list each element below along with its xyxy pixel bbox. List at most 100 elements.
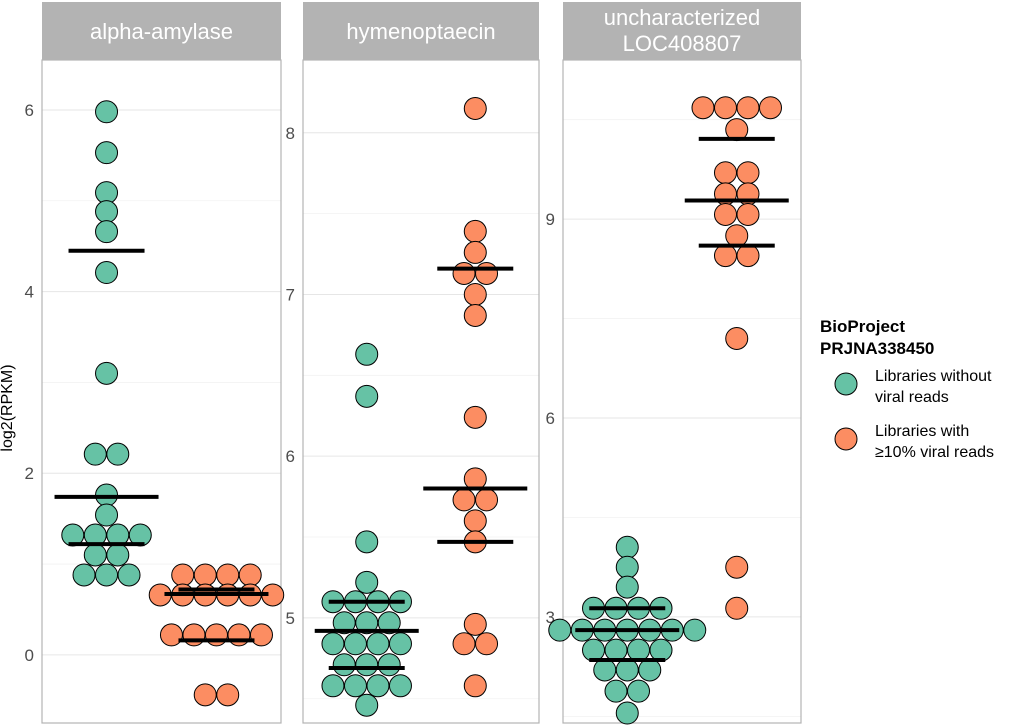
y-tick-label: 6 [546, 409, 555, 428]
legend-key-with [834, 427, 858, 451]
panel-border [562, 59, 802, 724]
data-point [736, 96, 760, 120]
panel-title: LOC408807 [623, 31, 742, 56]
data-point [463, 509, 487, 533]
data-point [72, 563, 96, 587]
data-point [627, 679, 651, 703]
panel-title: alpha-amylase [90, 19, 233, 44]
data-point [366, 674, 390, 698]
data-point [95, 220, 119, 244]
data-point [388, 674, 412, 698]
data-point [593, 658, 617, 682]
data-point [452, 632, 476, 656]
data-point [249, 623, 273, 647]
panel-border [302, 59, 540, 724]
data-point [332, 653, 356, 677]
legend: BioProject PRJNA338450 Libraries without vi… [820, 317, 994, 461]
data-point [683, 618, 707, 642]
data-point [736, 244, 760, 268]
data-point [463, 97, 487, 121]
data-point [604, 638, 628, 662]
data-point [95, 200, 119, 224]
data-point [638, 658, 662, 682]
data-point [615, 555, 639, 579]
data-point [106, 543, 130, 567]
data-point [615, 535, 639, 559]
data-point [95, 261, 119, 285]
legend-title: PRJNA338450 [820, 339, 934, 358]
data-point [343, 632, 367, 656]
dot-group-with [452, 97, 499, 698]
panel-strip [563, 2, 801, 60]
data-point [355, 342, 379, 366]
data-point [193, 563, 217, 587]
data-point [758, 96, 782, 120]
data-point [377, 611, 401, 635]
y-tick-label: 8 [286, 124, 295, 143]
data-point [321, 632, 345, 656]
dot-group-with [691, 96, 782, 620]
data-point [475, 261, 499, 285]
data-point [463, 612, 487, 636]
panel-strip [42, 2, 281, 60]
data-point [238, 563, 262, 587]
data-point [582, 638, 606, 662]
data-point [117, 563, 141, 587]
data-point [355, 570, 379, 594]
y-tick-label: 5 [286, 609, 295, 628]
panel-title: hymenoptaecin [346, 19, 495, 44]
data-point [713, 244, 737, 268]
data-point [463, 405, 487, 429]
data-point [604, 679, 628, 703]
data-point [216, 563, 240, 587]
data-point [713, 96, 737, 120]
dot-group-without [321, 342, 412, 717]
data-point [355, 653, 379, 677]
data-point [343, 674, 367, 698]
y-tick-label: 0 [25, 646, 34, 665]
legend-title: BioProject [820, 317, 905, 336]
data-point [321, 674, 345, 698]
data-point [475, 488, 499, 512]
legend-label: Libraries with [875, 423, 969, 440]
data-point [463, 240, 487, 264]
panel-title: uncharacterized [604, 5, 761, 30]
y-tick-label: 6 [286, 447, 295, 466]
data-point [216, 683, 240, 707]
y-tick-label: 4 [25, 283, 34, 302]
y-axis-title: log2(RPKM) [0, 364, 16, 451]
data-point [736, 161, 760, 185]
y-tick-label: 3 [546, 608, 555, 627]
y-tick-label: 2 [25, 464, 34, 483]
data-point [452, 261, 476, 285]
data-point [548, 618, 572, 642]
data-point [463, 282, 487, 306]
dot-group-with [148, 563, 285, 707]
y-tick-label: 6 [25, 101, 34, 120]
data-point [725, 555, 749, 579]
panel-border [41, 59, 282, 724]
panel-strip [303, 2, 539, 60]
data-point [204, 623, 228, 647]
data-point [83, 442, 107, 466]
data-point [713, 202, 737, 226]
data-point [463, 303, 487, 327]
data-point [227, 623, 251, 647]
data-point [463, 674, 487, 698]
data-point [627, 638, 651, 662]
data-point [366, 632, 390, 656]
data-point [106, 442, 130, 466]
data-point [355, 530, 379, 554]
data-point [355, 693, 379, 717]
data-point [649, 638, 673, 662]
data-point [713, 161, 737, 185]
data-point [95, 503, 119, 527]
data-point [171, 563, 195, 587]
data-point [463, 219, 487, 243]
y-tick-label: 9 [546, 210, 555, 229]
data-point [725, 326, 749, 350]
data-point [182, 623, 206, 647]
data-point [615, 575, 639, 599]
